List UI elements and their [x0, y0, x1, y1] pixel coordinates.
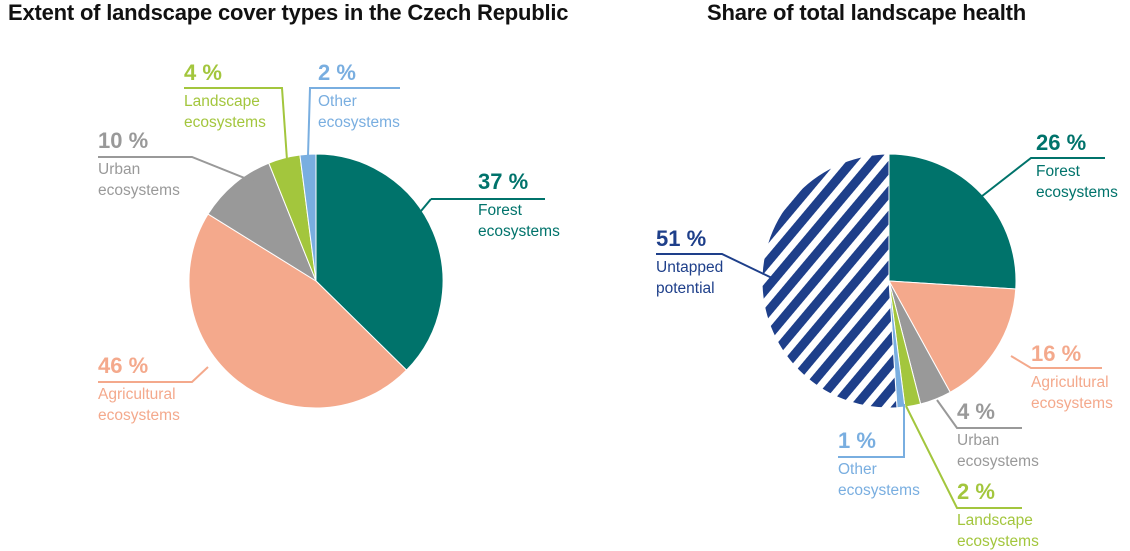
pie1-leader-2: [98, 156, 258, 184]
pie2-leader-2: [936, 399, 1022, 429]
pie1-category-label-2-line-1: ecosystems: [98, 182, 180, 199]
pie2-percent-label-4: 1 %: [838, 428, 876, 453]
pie1-category-label-4-line-0: Other: [318, 93, 357, 110]
pie1-leader-tick-0: [420, 198, 432, 212]
pie2-percent-label-3: 2 %: [957, 479, 995, 504]
pie2-category-label-0-line-0: Forest: [1036, 163, 1081, 180]
pie2-slice-5: [761, 153, 898, 409]
pie2-category-label-5-line-1: potential: [656, 280, 715, 297]
pie1-slice-2: [207, 162, 318, 283]
pie2-category-label-3-line-1: ecosystems: [957, 533, 1039, 550]
pie2-category-label-4-line-0: Other: [838, 461, 877, 478]
pie2-category-label-4-line-1: ecosystems: [838, 482, 920, 499]
pie2-leader-1: [1010, 355, 1102, 369]
pie2-leader-3: [905, 405, 1022, 509]
pie2-category-label-2-line-0: Urban: [957, 432, 999, 449]
pie1-percent-label-0: 37 %: [478, 169, 528, 194]
pie1-percent-label-1: 46 %: [98, 353, 148, 378]
pie1-percent-label-2: 10 %: [98, 128, 148, 153]
pie1-slice-1: [188, 213, 408, 409]
pie1-category-label-1-line-0: Agricultural: [98, 386, 176, 403]
pie2-slice-1: [888, 280, 1017, 393]
pie2-category-label-1-line-1: ecosystems: [1031, 395, 1113, 412]
pie1-percent-label-3: 4 %: [184, 60, 222, 85]
pie2-category-label-1-line-0: Agricultural: [1031, 374, 1109, 391]
pie1-category-label-1-line-1: ecosystems: [98, 407, 180, 424]
pie2-leader-4: [838, 404, 905, 458]
pie1-category-label-0-line-1: ecosystems: [478, 223, 560, 240]
pie2-percent-label-0: 26 %: [1036, 130, 1086, 155]
pie2-percent-label-2: 4 %: [957, 399, 995, 424]
pie2-category-label-2-line-1: ecosystems: [957, 453, 1039, 470]
pie2-category-label-0-line-1: ecosystems: [1036, 184, 1118, 201]
pie1-category-label-2-line-0: Urban: [98, 161, 140, 178]
pie1-category-label-3-line-1: ecosystems: [184, 114, 266, 131]
pie2-category-label-5-line-0: Untapped: [656, 259, 723, 276]
pie2-percent-label-1: 16 %: [1031, 341, 1081, 366]
pie1-category-label-0-line-0: Forest: [478, 202, 523, 219]
pie1-category-label-4-line-1: ecosystems: [318, 114, 400, 131]
pie1-percent-label-4: 2 %: [318, 60, 356, 85]
pie1-leader-3: [184, 87, 288, 161]
chart-title-landscape-cover: Extent of landscape cover types in the C…: [8, 0, 569, 25]
pie1-leader-4: [307, 87, 400, 157]
pie2-leader-5: [656, 253, 773, 279]
pie2-percent-label-5: 51 %: [656, 226, 706, 251]
pie1-category-label-3-line-0: Landscape: [184, 93, 260, 110]
pie2-leader-0: [976, 157, 1105, 201]
pie2-slice-0: [888, 153, 1017, 290]
chart-title-landscape-health: Share of total landscape health: [707, 0, 1026, 25]
pie1-slice-0: [315, 153, 444, 371]
pie1-leader-1: [98, 366, 209, 383]
pie2-category-label-3-line-0: Landscape: [957, 512, 1033, 529]
